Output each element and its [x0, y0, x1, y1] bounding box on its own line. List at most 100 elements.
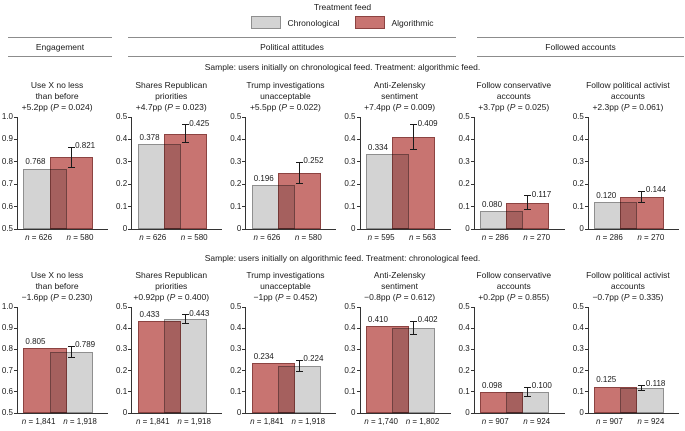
error-bar [413, 321, 415, 335]
y-tick-label: 0.1 [458, 201, 470, 211]
chart-title: Use X no less than before −1.6pp (P = 0.… [2, 270, 112, 303]
y-tick-label: 0.5 [344, 112, 356, 121]
y-tick-mark [128, 161, 132, 163]
y-tick-label: 0.5 [116, 112, 128, 121]
error-bar-cap [638, 190, 646, 192]
y-tick-label: 0.2 [230, 179, 242, 189]
error-bar [184, 124, 186, 143]
chart-title-line1: Follow political activist [586, 270, 670, 280]
plot-area: 0.5 0.4 0.3 0.2 0.1 0 0.120 0.144 [573, 112, 679, 233]
chart-title: Follow political activist accounts +2.3p… [573, 80, 683, 113]
y-tick-mark [584, 370, 588, 372]
chart-title: Shares Republican priorities +4.7pp (P =… [116, 80, 226, 113]
y-tick-mark [128, 183, 132, 185]
y-tick-mark [470, 370, 474, 372]
y-tick-mark [242, 412, 246, 414]
y-tick-label: 0.3 [458, 156, 470, 166]
y-tick-mark [470, 391, 474, 393]
bar-value-label: 0.120 [596, 190, 617, 200]
section-header-political-attitudes: Political attitudes [128, 37, 456, 57]
bar-chart: Follow political activist accounts +2.3p… [571, 79, 685, 245]
bar-chart: Trump investigations unacceptable +5.5pp… [228, 79, 342, 245]
y-tick-mark [242, 391, 246, 393]
y-tick-mark [470, 327, 474, 329]
y-tick-label: 0.5 [572, 302, 584, 311]
n-label: n = 1,841 [21, 417, 56, 426]
y-tick-label: 0.2 [458, 365, 470, 375]
error-bar-cap [295, 161, 303, 163]
y-tick-mark [242, 161, 246, 163]
chart-effect-line: +0.92pp (P = 0.400) [133, 292, 210, 302]
bar-value-label: 0.098 [482, 380, 503, 390]
chart-title: Anti-Zelensky sentiment −0.8pp (P = 0.61… [345, 270, 455, 303]
chart-title-line1: Use X no less [30, 270, 84, 280]
y-tick-mark [14, 327, 17, 329]
y-tick-label: 0.3 [116, 156, 128, 166]
bar-value-label: 0.821 [75, 141, 96, 151]
y-tick-mark [242, 306, 246, 308]
chart-effect-line: +7.4pp (P = 0.009) [364, 102, 436, 112]
y-tick-mark [470, 228, 474, 230]
n-label: n = 626 [253, 233, 281, 242]
error-bar [413, 124, 415, 150]
y-tick-label: 0.5 [572, 112, 584, 121]
y-tick-mark [128, 370, 132, 372]
error-bar [527, 387, 529, 397]
error-bar [70, 147, 72, 168]
y-tick-label: 0.3 [572, 344, 584, 354]
y-tick-label: 0.6 [1, 386, 13, 396]
y-tick-mark [584, 327, 588, 329]
bar-value-label: 0.125 [596, 375, 617, 384]
y-tick-mark [356, 412, 360, 414]
y-tick-mark [356, 327, 360, 329]
n-label: n = 626 [25, 233, 53, 242]
sample-header: Sample: users initially on algorithmic f… [204, 253, 481, 263]
error-bar [641, 385, 643, 391]
y-tick-mark [14, 183, 17, 185]
y-tick-label: 0.4 [230, 323, 242, 333]
y-tick-mark [584, 228, 588, 230]
y-tick-label: 0 [579, 408, 584, 417]
y-tick-mark [14, 206, 17, 208]
y-tick-label: 0 [579, 224, 584, 233]
n-label: n = 563 [409, 233, 436, 242]
y-tick-mark [14, 348, 17, 350]
chart-title: Follow conservative accounts +3.7pp (P =… [459, 80, 569, 113]
error-bar-cap [638, 201, 646, 203]
y-tick-mark [14, 116, 17, 118]
y-tick-mark [14, 306, 17, 308]
y-tick-mark [470, 206, 474, 208]
n-label: n = 286 [595, 233, 623, 242]
plot-area: 0.5 0.4 0.3 0.2 0.1 0 0.080 0.117 [459, 112, 565, 233]
bar-value-label: 0.402 [417, 315, 438, 325]
bar-value-label: 0.789 [75, 340, 96, 350]
p-label: P [395, 292, 402, 302]
chart-title: Trump investigations unacceptable +5.5pp… [230, 80, 340, 113]
p-label: P [167, 102, 173, 112]
y-tick-label: 0.9 [1, 323, 13, 333]
legend-items: Chronological Algorithmic [0, 16, 685, 29]
plot-area: 0.5 0.4 0.3 0.2 0.1 0 0.098 0.100 [459, 302, 565, 417]
bar-value-label: 0.118 [645, 379, 666, 389]
y-tick-label: 0.1 [458, 386, 470, 396]
y-tick-label: 0.5 [116, 302, 128, 311]
y-tick-mark [14, 138, 17, 140]
chart-title-line1: Follow conservative [476, 80, 552, 90]
y-tick-mark [470, 161, 474, 163]
y-tick-label: 0.2 [344, 365, 356, 375]
plot-area: 0.5 0.4 0.3 0.2 0.1 0 0.433 0.443 [116, 302, 223, 417]
y-tick-label: 0.3 [116, 344, 128, 354]
n-label: n = 1,918 [63, 417, 97, 426]
error-bar-cap [410, 333, 418, 335]
chart-title-line2: accounts [496, 281, 531, 291]
bar-chart: Use X no less than before −1.6pp (P = 0.… [0, 269, 114, 429]
y-tick-mark [584, 412, 588, 414]
chronological-bar [49, 351, 93, 413]
y-tick-label: 0.2 [116, 365, 128, 375]
error-bar-cap [67, 146, 75, 148]
y-tick-mark [128, 391, 132, 393]
y-tick-label: 0.4 [572, 323, 584, 333]
error-bar-cap [638, 384, 646, 386]
n-label: n = 1,918 [177, 417, 211, 426]
n-label: n = 580 [66, 233, 94, 242]
